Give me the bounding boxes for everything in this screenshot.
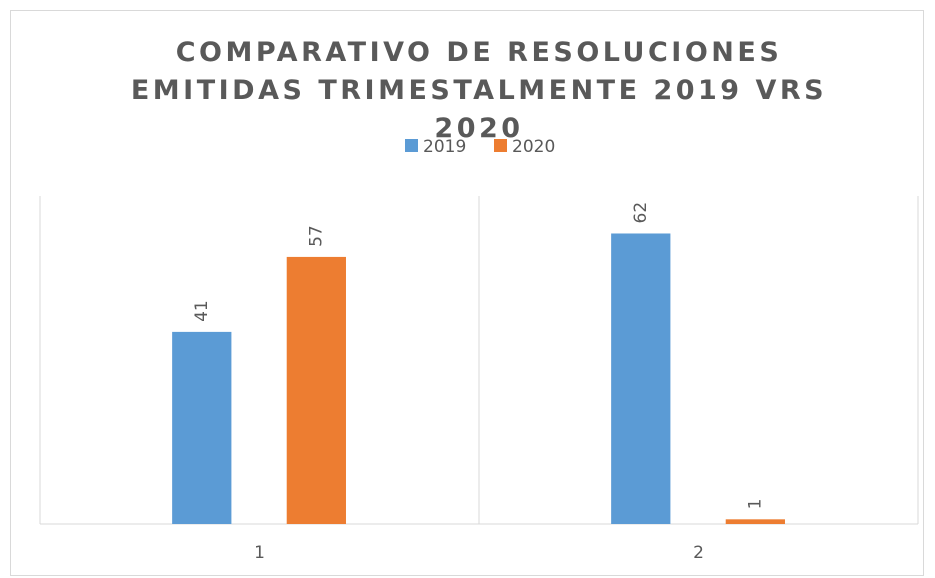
- data-label: 62: [631, 202, 651, 224]
- bar: [611, 233, 671, 524]
- x-tick-label: 1: [254, 543, 265, 563]
- legend-swatch: [405, 139, 418, 152]
- data-label: 41: [192, 300, 212, 322]
- legend-swatch: [494, 139, 507, 152]
- x-tick-label: 2: [693, 543, 704, 563]
- legend-label: 2019: [423, 137, 466, 157]
- bar: [286, 256, 346, 524]
- bar: [172, 331, 232, 524]
- bar: [725, 519, 785, 524]
- data-label: 1: [745, 498, 765, 509]
- data-label: 57: [306, 225, 326, 247]
- chart-title: COMPARATIVO DE RESOLUCIONES EMITIDAS TRI…: [130, 37, 828, 144]
- legend-label: 2020: [512, 137, 555, 157]
- chart-frame: [10, 10, 924, 576]
